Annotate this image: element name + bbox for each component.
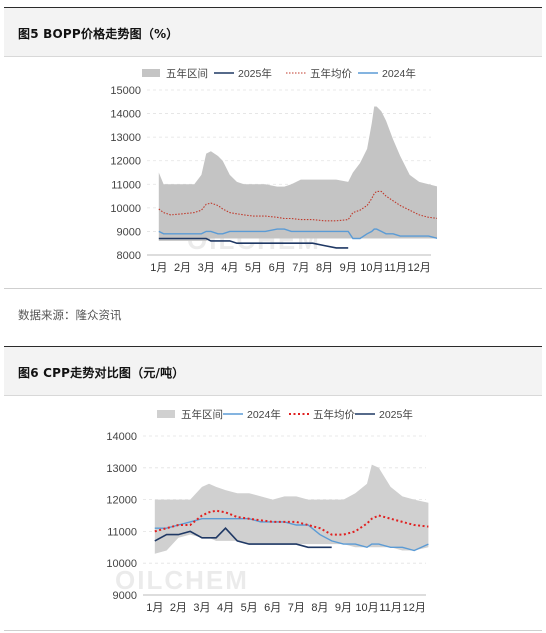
legend-label: 五年区间 bbox=[181, 408, 223, 421]
legend-label: 2025年 bbox=[379, 408, 413, 421]
y-tick-label: 8000 bbox=[117, 250, 141, 262]
x-tick-label: 11月 bbox=[379, 602, 401, 614]
legend-label: 2024年 bbox=[382, 67, 416, 80]
x-tick-label: 2月 bbox=[170, 602, 187, 614]
legend-item: 五年均价 bbox=[286, 67, 352, 80]
x-tick-label: 5月 bbox=[241, 602, 258, 614]
x-tick-label: 3月 bbox=[198, 262, 215, 274]
legend-label: 2024年 bbox=[247, 408, 281, 421]
x-tick-label: 9月 bbox=[340, 262, 357, 274]
y-tick-label: 11000 bbox=[111, 179, 141, 191]
series-2025 bbox=[158, 237, 349, 249]
data-source-note: 数据来源：隆众资讯 bbox=[18, 308, 122, 322]
legend-item: 2024年 bbox=[223, 408, 281, 421]
legend-item: 2025年 bbox=[355, 408, 413, 421]
y-tick-label: 9000 bbox=[117, 226, 141, 238]
figure-6-header: 图6 CPP走势对比图（元/吨） bbox=[4, 346, 542, 396]
legend-swatch bbox=[142, 69, 160, 77]
watermark-logo: OILCHEM bbox=[115, 565, 249, 595]
y-tick-label: 14000 bbox=[110, 109, 141, 121]
x-tick-label: 6月 bbox=[264, 602, 281, 614]
y-tick-label: 10000 bbox=[107, 558, 137, 570]
x-tick-label: 8月 bbox=[311, 602, 328, 614]
x-tick-label: 1月 bbox=[146, 602, 163, 614]
y-tick-label: 9000 bbox=[113, 590, 137, 602]
x-tick-label: 4月 bbox=[221, 262, 238, 274]
series-2024 bbox=[154, 518, 429, 552]
y-tick-label: 12000 bbox=[110, 156, 141, 168]
x-tick-label: 7月 bbox=[288, 602, 305, 614]
legend-label: 2025年 bbox=[238, 67, 272, 80]
y-tick-label: 13000 bbox=[110, 132, 141, 144]
legend-label: 五年均价 bbox=[313, 408, 355, 421]
figure-5-title: 图5 BOPP价格走势图（%） bbox=[18, 27, 179, 41]
x-tick-label: 2月 bbox=[174, 262, 191, 274]
x-tick-label: 3月 bbox=[193, 602, 210, 614]
divider-bottom bbox=[4, 630, 542, 631]
x-tick-label: 7月 bbox=[292, 262, 309, 274]
x-tick-label: 5月 bbox=[245, 262, 262, 274]
x-tick-label: 8月 bbox=[316, 262, 333, 274]
series-2025 bbox=[154, 527, 332, 549]
x-tick-label: 12月 bbox=[408, 262, 431, 274]
legend-item: 2025年 bbox=[214, 67, 272, 80]
series-five-year-range bbox=[158, 106, 437, 241]
legend-item: 2024年 bbox=[358, 67, 416, 80]
y-tick-label: 10000 bbox=[110, 203, 141, 215]
legend-item: 五年区间 bbox=[142, 67, 208, 80]
x-tick-label: 1月 bbox=[150, 262, 167, 274]
y-tick-label: 14000 bbox=[107, 431, 137, 443]
x-tick-label: 9月 bbox=[335, 602, 352, 614]
y-tick-label: 11000 bbox=[107, 526, 137, 538]
y-tick-label: 13000 bbox=[107, 463, 137, 475]
legend-item: 五年均价 bbox=[289, 408, 355, 421]
figure-5-header: 图5 BOPP价格走势图（%） bbox=[4, 7, 542, 57]
y-tick-label: 15000 bbox=[110, 85, 141, 97]
legend-swatch bbox=[157, 410, 175, 418]
divider bbox=[4, 288, 542, 289]
legend-label: 五年区间 bbox=[166, 67, 208, 80]
x-tick-label: 4月 bbox=[217, 602, 234, 614]
series-2024 bbox=[158, 228, 437, 240]
x-tick-label: 10月 bbox=[360, 262, 383, 274]
legend-label: 五年均价 bbox=[310, 67, 352, 80]
bopp-price-chart: 80009000100001100012000130001400015000OI… bbox=[107, 60, 437, 282]
x-tick-label: 10月 bbox=[355, 602, 378, 614]
cpp-price-chart: 9000 10000 11000 12000 13000 14000 OILCHEM 1月 2月… bbox=[107, 400, 432, 622]
series-five-year-average bbox=[158, 190, 437, 222]
legend-item: 五年区间 bbox=[157, 408, 223, 421]
x-tick-label: 11月 bbox=[384, 262, 406, 274]
y-tick-label: 12000 bbox=[107, 495, 137, 507]
x-tick-label: 6月 bbox=[269, 262, 286, 274]
figure-6-title: 图6 CPP走势对比图（元/吨） bbox=[18, 366, 185, 380]
x-tick-label: 12月 bbox=[403, 602, 426, 614]
